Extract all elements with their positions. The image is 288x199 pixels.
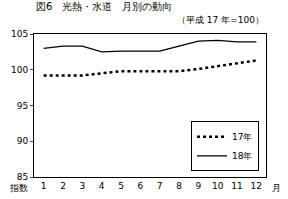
svg-text:9: 9 xyxy=(195,181,201,191)
svg-text:100: 100 xyxy=(11,65,28,75)
svg-text:11: 11 xyxy=(231,181,242,191)
svg-text:図6 光熱・水道 月別の動向: 図6 光熱・水道 月別の動向 xyxy=(36,1,172,12)
svg-text:10: 10 xyxy=(212,181,224,191)
svg-text:指数: 指数 xyxy=(9,183,28,193)
svg-text:7: 7 xyxy=(157,181,163,191)
svg-text:105: 105 xyxy=(11,29,28,39)
svg-text:2: 2 xyxy=(60,181,66,191)
svg-text:12: 12 xyxy=(251,181,262,191)
svg-text:8: 8 xyxy=(176,181,182,191)
svg-text:17年: 17年 xyxy=(232,132,252,142)
svg-text:6: 6 xyxy=(137,181,143,191)
svg-text:4: 4 xyxy=(99,181,105,191)
svg-text:90: 90 xyxy=(17,136,29,146)
svg-text:（平成 17 年=100）: （平成 17 年=100） xyxy=(177,15,264,25)
svg-text:18年: 18年 xyxy=(232,151,252,161)
svg-text:1: 1 xyxy=(41,181,47,191)
svg-text:95: 95 xyxy=(17,101,28,111)
svg-text:5: 5 xyxy=(118,181,124,191)
svg-text:月: 月 xyxy=(272,183,281,193)
svg-text:3: 3 xyxy=(79,181,85,191)
svg-text:85: 85 xyxy=(17,172,28,182)
